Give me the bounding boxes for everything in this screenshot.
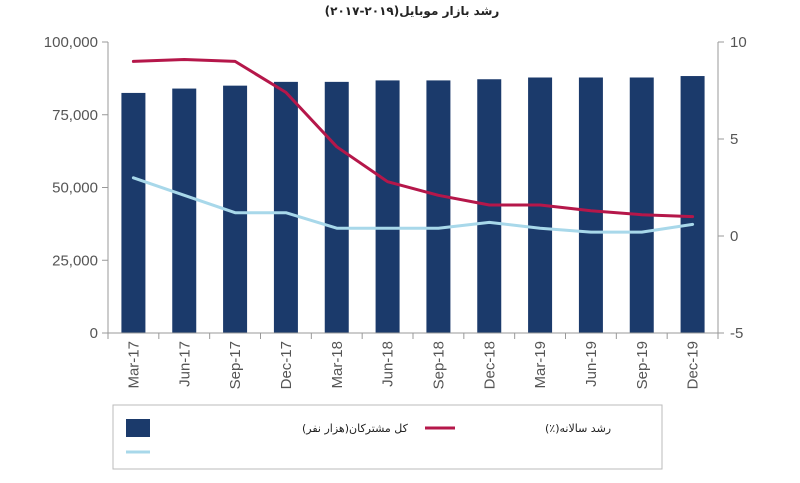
legend: کل مشترکان(هزار نفر) رشد سالانه(٪) <box>112 404 663 470</box>
point-annual-growth-jun-19 <box>589 209 593 212</box>
bar-jun-19 <box>578 77 603 333</box>
x-tick-label: Mar-19 <box>532 341 549 389</box>
legend-box <box>112 404 663 470</box>
y-right-tick-label: 10 <box>730 34 747 51</box>
point-annual-growth-mar-19 <box>538 203 542 207</box>
x-tick-label: Jun-19 <box>583 341 600 387</box>
point-annual-growth-mar-18 <box>335 145 338 148</box>
y-left-tick-label: 0 <box>90 325 98 342</box>
point-light-series-dec-19 <box>691 223 694 226</box>
bar-sep-19 <box>629 77 654 333</box>
x-tick-label: Jun-18 <box>380 341 397 387</box>
bar-mar-18 <box>324 81 349 333</box>
bar-jun-17 <box>172 88 197 333</box>
point-light-series-jun-17 <box>183 194 186 197</box>
point-light-series-mar-18 <box>335 227 338 230</box>
bar-jun-18 <box>375 80 400 333</box>
x-tick-label: Dec-19 <box>685 341 702 389</box>
x-tick-label: Sep-19 <box>634 341 651 389</box>
point-light-series-jun-18 <box>386 227 389 230</box>
point-light-series-sep-18 <box>437 227 440 230</box>
point-annual-growth-sep-17 <box>233 60 237 63</box>
x-tick-label: Mar-18 <box>329 341 346 389</box>
point-light-series-sep-19 <box>640 230 643 234</box>
y-left-tick-label: 75,000 <box>52 107 98 124</box>
x-tick-label: Sep-18 <box>430 341 447 389</box>
axes: 0 25,000 50,000 75,000 100,000 -5 0 5 10 Mar-17 Ju… <box>44 34 747 389</box>
point-light-series-mar-17 <box>132 176 135 179</box>
legend-swatch-total-subscribers <box>126 419 150 437</box>
y-right-tick-label: 0 <box>730 228 738 245</box>
bar-mar-17 <box>121 92 146 333</box>
x-tick-label: Jun-17 <box>176 341 193 387</box>
x-tick-label: Mar-17 <box>125 341 142 389</box>
plot-area <box>121 58 705 334</box>
point-annual-growth-mar-17 <box>132 60 135 63</box>
point-light-series-jun-19 <box>589 230 593 234</box>
y-left-tick-label: 25,000 <box>52 252 98 269</box>
point-light-series-dec-18 <box>488 221 491 224</box>
bar-dec-19 <box>680 76 705 333</box>
y-left-tick-label: 50,000 <box>52 180 98 197</box>
point-light-series-sep-17 <box>233 211 237 214</box>
legend-label-annual-growth: رشد سالانه(٪) <box>545 422 611 435</box>
point-annual-growth-sep-18 <box>437 194 440 197</box>
x-tick-label: Dec-17 <box>278 341 295 389</box>
bar-sep-18 <box>426 80 451 333</box>
y-right-tick-label: 5 <box>730 131 738 148</box>
x-tick-label: Dec-18 <box>481 341 498 389</box>
point-annual-growth-jun-18 <box>386 180 389 183</box>
line-annual-growth <box>131 58 695 219</box>
point-annual-growth-dec-18 <box>488 203 491 207</box>
point-annual-growth-jun-17 <box>183 58 186 61</box>
point-light-series-mar-19 <box>538 227 542 230</box>
y-left-tick-label: 100,000 <box>44 34 98 51</box>
chart-title: رشد بازار موبایل(۲۰۱۹-۲۰۱۷) <box>325 4 500 19</box>
point-annual-growth-sep-19 <box>640 213 643 216</box>
line-light-series <box>131 176 695 234</box>
point-light-series-dec-17 <box>284 211 288 214</box>
point-annual-growth-dec-19 <box>691 215 694 218</box>
legend-label-total-subscribers: کل مشترکان(هزار نفر) <box>302 422 409 435</box>
point-annual-growth-dec-17 <box>284 91 288 94</box>
bar-dec-17 <box>273 81 298 333</box>
y-right-tick-label: -5 <box>730 325 743 342</box>
x-tick-label: Sep-17 <box>227 341 244 389</box>
